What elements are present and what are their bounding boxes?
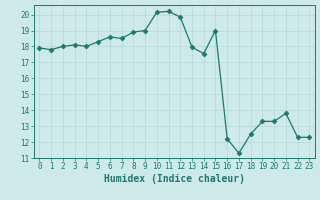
X-axis label: Humidex (Indice chaleur): Humidex (Indice chaleur) <box>104 174 245 184</box>
